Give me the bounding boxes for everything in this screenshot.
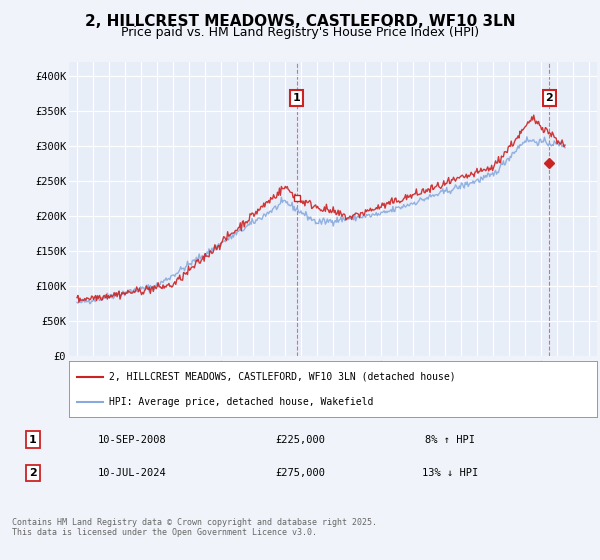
Text: 1: 1 [29,435,37,445]
Text: HPI: Average price, detached house, Wakefield: HPI: Average price, detached house, Wake… [109,396,373,407]
Text: 2: 2 [545,93,553,103]
Text: 2, HILLCREST MEADOWS, CASTLEFORD, WF10 3LN: 2, HILLCREST MEADOWS, CASTLEFORD, WF10 3… [85,14,515,29]
Text: 2, HILLCREST MEADOWS, CASTLEFORD, WF10 3LN (detached house): 2, HILLCREST MEADOWS, CASTLEFORD, WF10 3… [109,372,455,382]
Text: 2: 2 [29,468,37,478]
Text: 10-JUL-2024: 10-JUL-2024 [98,468,166,478]
Text: 1: 1 [293,93,301,103]
Text: 8% ↑ HPI: 8% ↑ HPI [425,435,475,445]
Text: £275,000: £275,000 [275,468,325,478]
Text: 13% ↓ HPI: 13% ↓ HPI [422,468,478,478]
Text: Price paid vs. HM Land Registry's House Price Index (HPI): Price paid vs. HM Land Registry's House … [121,26,479,39]
Text: Contains HM Land Registry data © Crown copyright and database right 2025.
This d: Contains HM Land Registry data © Crown c… [12,518,377,538]
Text: 10-SEP-2008: 10-SEP-2008 [98,435,166,445]
Text: £225,000: £225,000 [275,435,325,445]
